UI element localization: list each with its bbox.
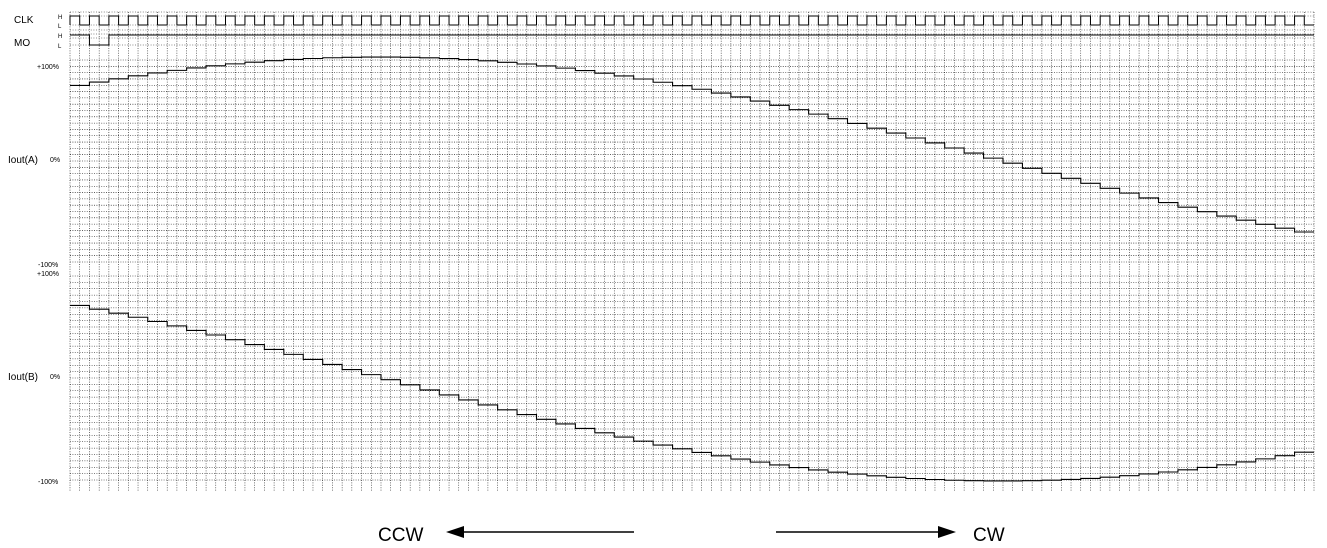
mo-signal: MO H L (14, 34, 1314, 50)
cw-label: CW (973, 525, 1005, 546)
iout-b-waveform (70, 304, 1314, 482)
iout-b-top-label: +100% (37, 271, 59, 278)
ccw-label: CCW (378, 525, 423, 546)
mo-low-label: L (58, 44, 62, 50)
mo-high-label: H (58, 34, 62, 40)
clk-low-label: L (58, 24, 62, 30)
clk-label: CLK (14, 15, 34, 26)
iout-a-label: Iout(A) (8, 155, 38, 166)
iout-b-zero-label: 0% (50, 374, 60, 381)
iout-b-channel: +100% Iout(B) 0% -100% (8, 271, 1314, 486)
ccw-arrowhead-icon (446, 526, 464, 538)
mo-waveform (70, 34, 1314, 46)
iout-b-bottom-label: -100% (38, 479, 58, 486)
grid (69, 11, 1315, 492)
iout-a-bottom-label: -100% (38, 262, 58, 269)
iout-b-label: Iout(B) (8, 372, 38, 383)
clk-waveform (69, 15, 1314, 26)
iout-a-waveform (70, 56, 1314, 233)
iout-a-channel: +100% Iout(A) 0% -100% (8, 56, 1314, 269)
iout-a-top-label: +100% (37, 64, 59, 71)
cw-arrowhead-icon (938, 526, 956, 538)
clk-high-label: H (58, 15, 62, 21)
mo-label: MO (14, 38, 30, 49)
direction-legend: CCW CW (378, 525, 1005, 546)
clk-signal: CLK H L (14, 15, 1314, 30)
iout-a-zero-label: 0% (50, 157, 60, 164)
